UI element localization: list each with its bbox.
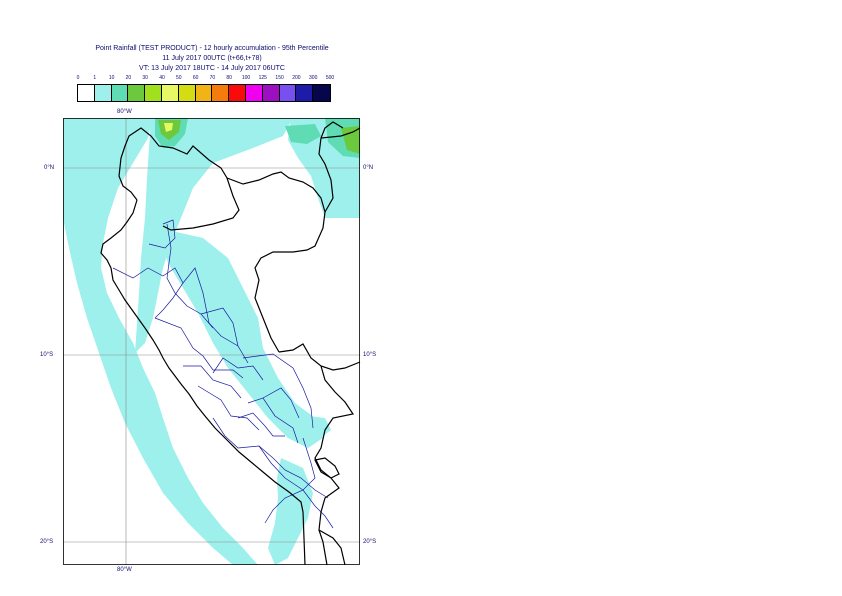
light-rain-north xyxy=(135,118,293,353)
border-venezuela xyxy=(320,121,344,139)
map-frame xyxy=(63,118,360,565)
legend-swatch xyxy=(262,85,280,101)
title-run-time: 11 July 2017 00UTC (t+66,t+78) xyxy=(162,55,262,62)
legend-label: 125 xyxy=(258,75,267,81)
legend-label: 0 xyxy=(76,75,80,81)
legend-label: 80 xyxy=(226,75,232,81)
region-border-ancash xyxy=(183,365,242,399)
lat-label-left-10s: 10°S xyxy=(40,352,54,358)
border-colombia-peru xyxy=(226,171,326,353)
legend-label: 1 xyxy=(93,75,97,81)
legend-label: 500 xyxy=(325,75,335,81)
legend-swatch xyxy=(229,85,246,101)
legend-swatch xyxy=(161,85,179,101)
legend-label: 50 xyxy=(176,75,182,81)
lon-label-top: 80°W xyxy=(117,109,132,115)
border-ecuador-peru xyxy=(118,127,240,231)
graticule xyxy=(63,118,360,565)
legend-label: 10 xyxy=(108,75,115,81)
title-valid-time: VT: 13 July 2017 18UTC - 14 July 2017 06… xyxy=(139,65,285,72)
moderate-rain-top xyxy=(285,124,321,144)
region-border-sanmartin xyxy=(182,267,239,347)
legend-swatch xyxy=(245,85,263,101)
lat-label-right-10s: 10°S xyxy=(363,352,377,358)
legend-swatch xyxy=(111,85,129,101)
region-border-huancavelica xyxy=(237,412,285,437)
region-border-huanuco xyxy=(200,307,249,364)
lat-label-left-0n: 0°N xyxy=(44,165,55,171)
legend-swatch xyxy=(145,85,162,101)
country-borders xyxy=(100,121,361,566)
light-rain-ocean xyxy=(63,118,258,565)
border-bolivia-peru xyxy=(314,365,354,566)
border-brazil-peru xyxy=(278,343,361,371)
legend-label: 20 xyxy=(125,75,132,81)
lon-label-bottom: 80°W xyxy=(117,567,132,573)
lat-label-left-20s: 20°S xyxy=(40,539,54,545)
map-svg xyxy=(63,118,361,566)
region-border-piura xyxy=(112,267,184,319)
region-border-lima xyxy=(197,385,260,431)
legend-swatch xyxy=(178,85,196,101)
region-border-junin xyxy=(262,387,300,419)
legend-swatch xyxy=(78,85,95,101)
heavy-rain-northeast xyxy=(341,126,360,154)
coastline-peru xyxy=(100,199,306,566)
region-border-cusco xyxy=(247,397,299,444)
legend-swatch xyxy=(128,85,146,101)
legend-swatch xyxy=(296,85,314,101)
legend-swatch xyxy=(195,85,213,101)
legend-swatch xyxy=(313,85,330,101)
legend-swatch xyxy=(212,85,230,101)
region-border-ucayali xyxy=(242,353,314,429)
legend-label: 30 xyxy=(142,75,148,81)
region-border-moquegua xyxy=(302,489,334,529)
region-border-lalibertad xyxy=(154,317,244,379)
region-border-tumbes xyxy=(148,219,176,249)
border-colombia-brazil xyxy=(318,127,361,213)
light-rain-andes xyxy=(158,228,323,448)
lat-label-right-0n: 0°N xyxy=(363,165,374,171)
legend-label: 100 xyxy=(241,75,251,81)
region-border-ica xyxy=(212,417,274,459)
light-rain-cell xyxy=(291,414,331,440)
region-border-puno xyxy=(264,437,316,524)
legend-label: 300 xyxy=(309,75,318,81)
region-border-pasco xyxy=(212,357,264,381)
legend-label: 60 xyxy=(192,75,199,81)
border-bolivia-chile xyxy=(318,529,346,566)
legend-label: 150 xyxy=(275,75,284,81)
map-title: Point Rainfall (TEST PRODUCT) - 12 hourl… xyxy=(0,44,424,74)
legend-label: 70 xyxy=(209,75,216,81)
legend-swatch xyxy=(94,85,112,101)
color-legend xyxy=(77,84,331,102)
legend-labels: 0 1 10 20 30 40 50 60 70 80 100 125 150 200 300 500 xyxy=(77,75,347,83)
legend-label: 200 xyxy=(292,75,301,81)
lake-titicaca xyxy=(314,457,340,479)
region-border-arequipa xyxy=(272,457,329,499)
very-heavy-rain-north xyxy=(164,123,173,132)
region-border-apurimac xyxy=(258,445,304,491)
legend-label: 40 xyxy=(159,75,165,81)
title-product: Point Rainfall (TEST PRODUCT) - 12 hourl… xyxy=(95,45,329,52)
rainfall-map xyxy=(63,118,361,571)
legend-swatch xyxy=(279,85,297,101)
region-borders xyxy=(112,219,334,529)
lat-label-right-20s: 20°S xyxy=(363,539,377,545)
